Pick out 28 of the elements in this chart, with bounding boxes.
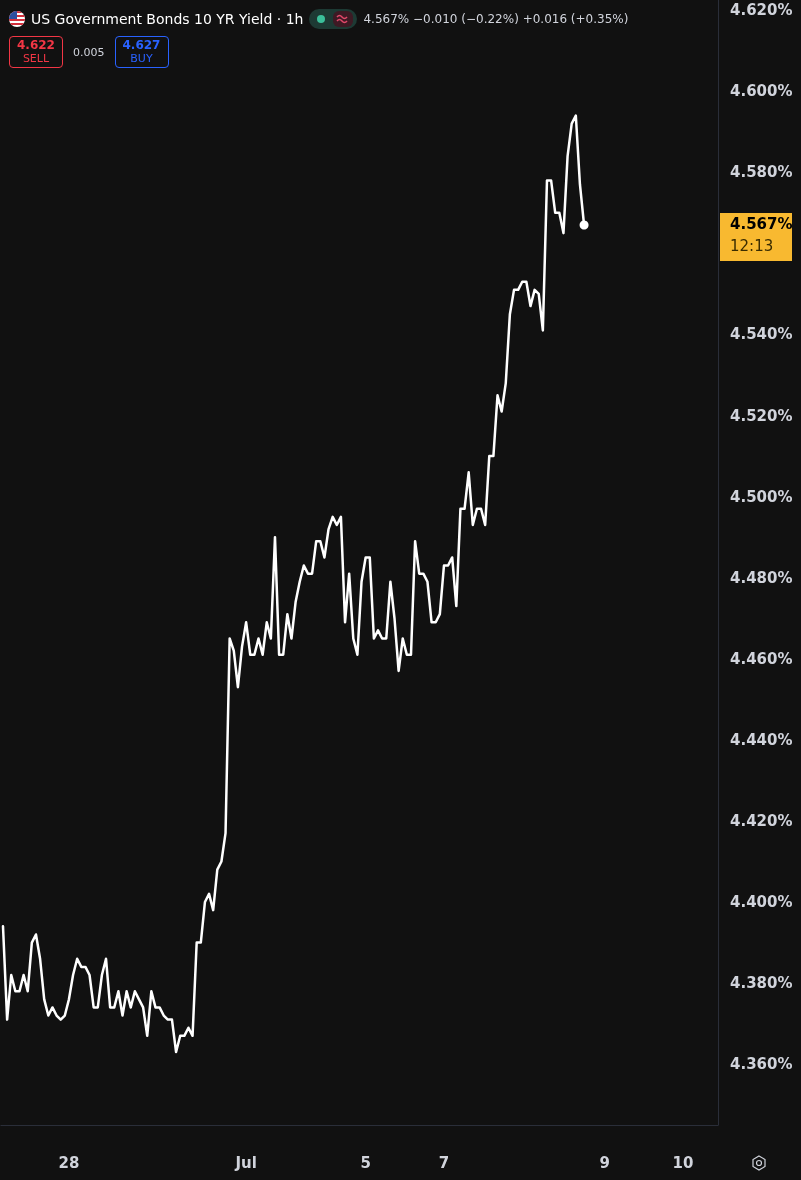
y-tick-label: 4.360% [730,1055,793,1074]
y-tick-label: 4.540% [730,325,793,344]
x-tick-label: 10 [672,1153,694,1172]
y-tick-label: 4.620% [730,1,793,20]
y-tick-label: 4.500% [730,487,793,506]
annotation: BUY [130,52,153,65]
y-tick-label: 4.580% [730,163,793,182]
annotation: 4.627 [122,38,161,52]
x-tick-label: 5 [360,1153,371,1172]
text: 12:13 [730,236,774,255]
y-tick-label: 4.460% [730,649,793,668]
text: 4.567% [730,214,793,233]
annotation: SELL [22,52,50,65]
text: US Government Bonds 10 YR Yield · 1h [31,11,304,27]
y-tick-label: 4.480% [730,568,793,587]
x-tick-label: Jul [234,1153,257,1172]
y-tick-label: 4.440% [730,730,793,749]
x-tick-label: 28 [58,1153,80,1172]
y-tick-label: 4.380% [730,974,793,993]
y-tick-label: 4.600% [730,82,793,101]
y-tick-label: 4.420% [730,811,793,830]
annotation: 0.005 [73,45,105,59]
x-tick-label: 7 [438,1153,450,1172]
y-tick-label: 4.520% [730,406,793,425]
annotation: 4.622 [17,38,55,52]
x-tick-label: 9 [599,1153,610,1172]
y-tick-label: 4.400% [730,893,793,912]
annotation: 4.567% −0.010 (−0.22%) +0.016 (+0.35%) [363,12,629,26]
